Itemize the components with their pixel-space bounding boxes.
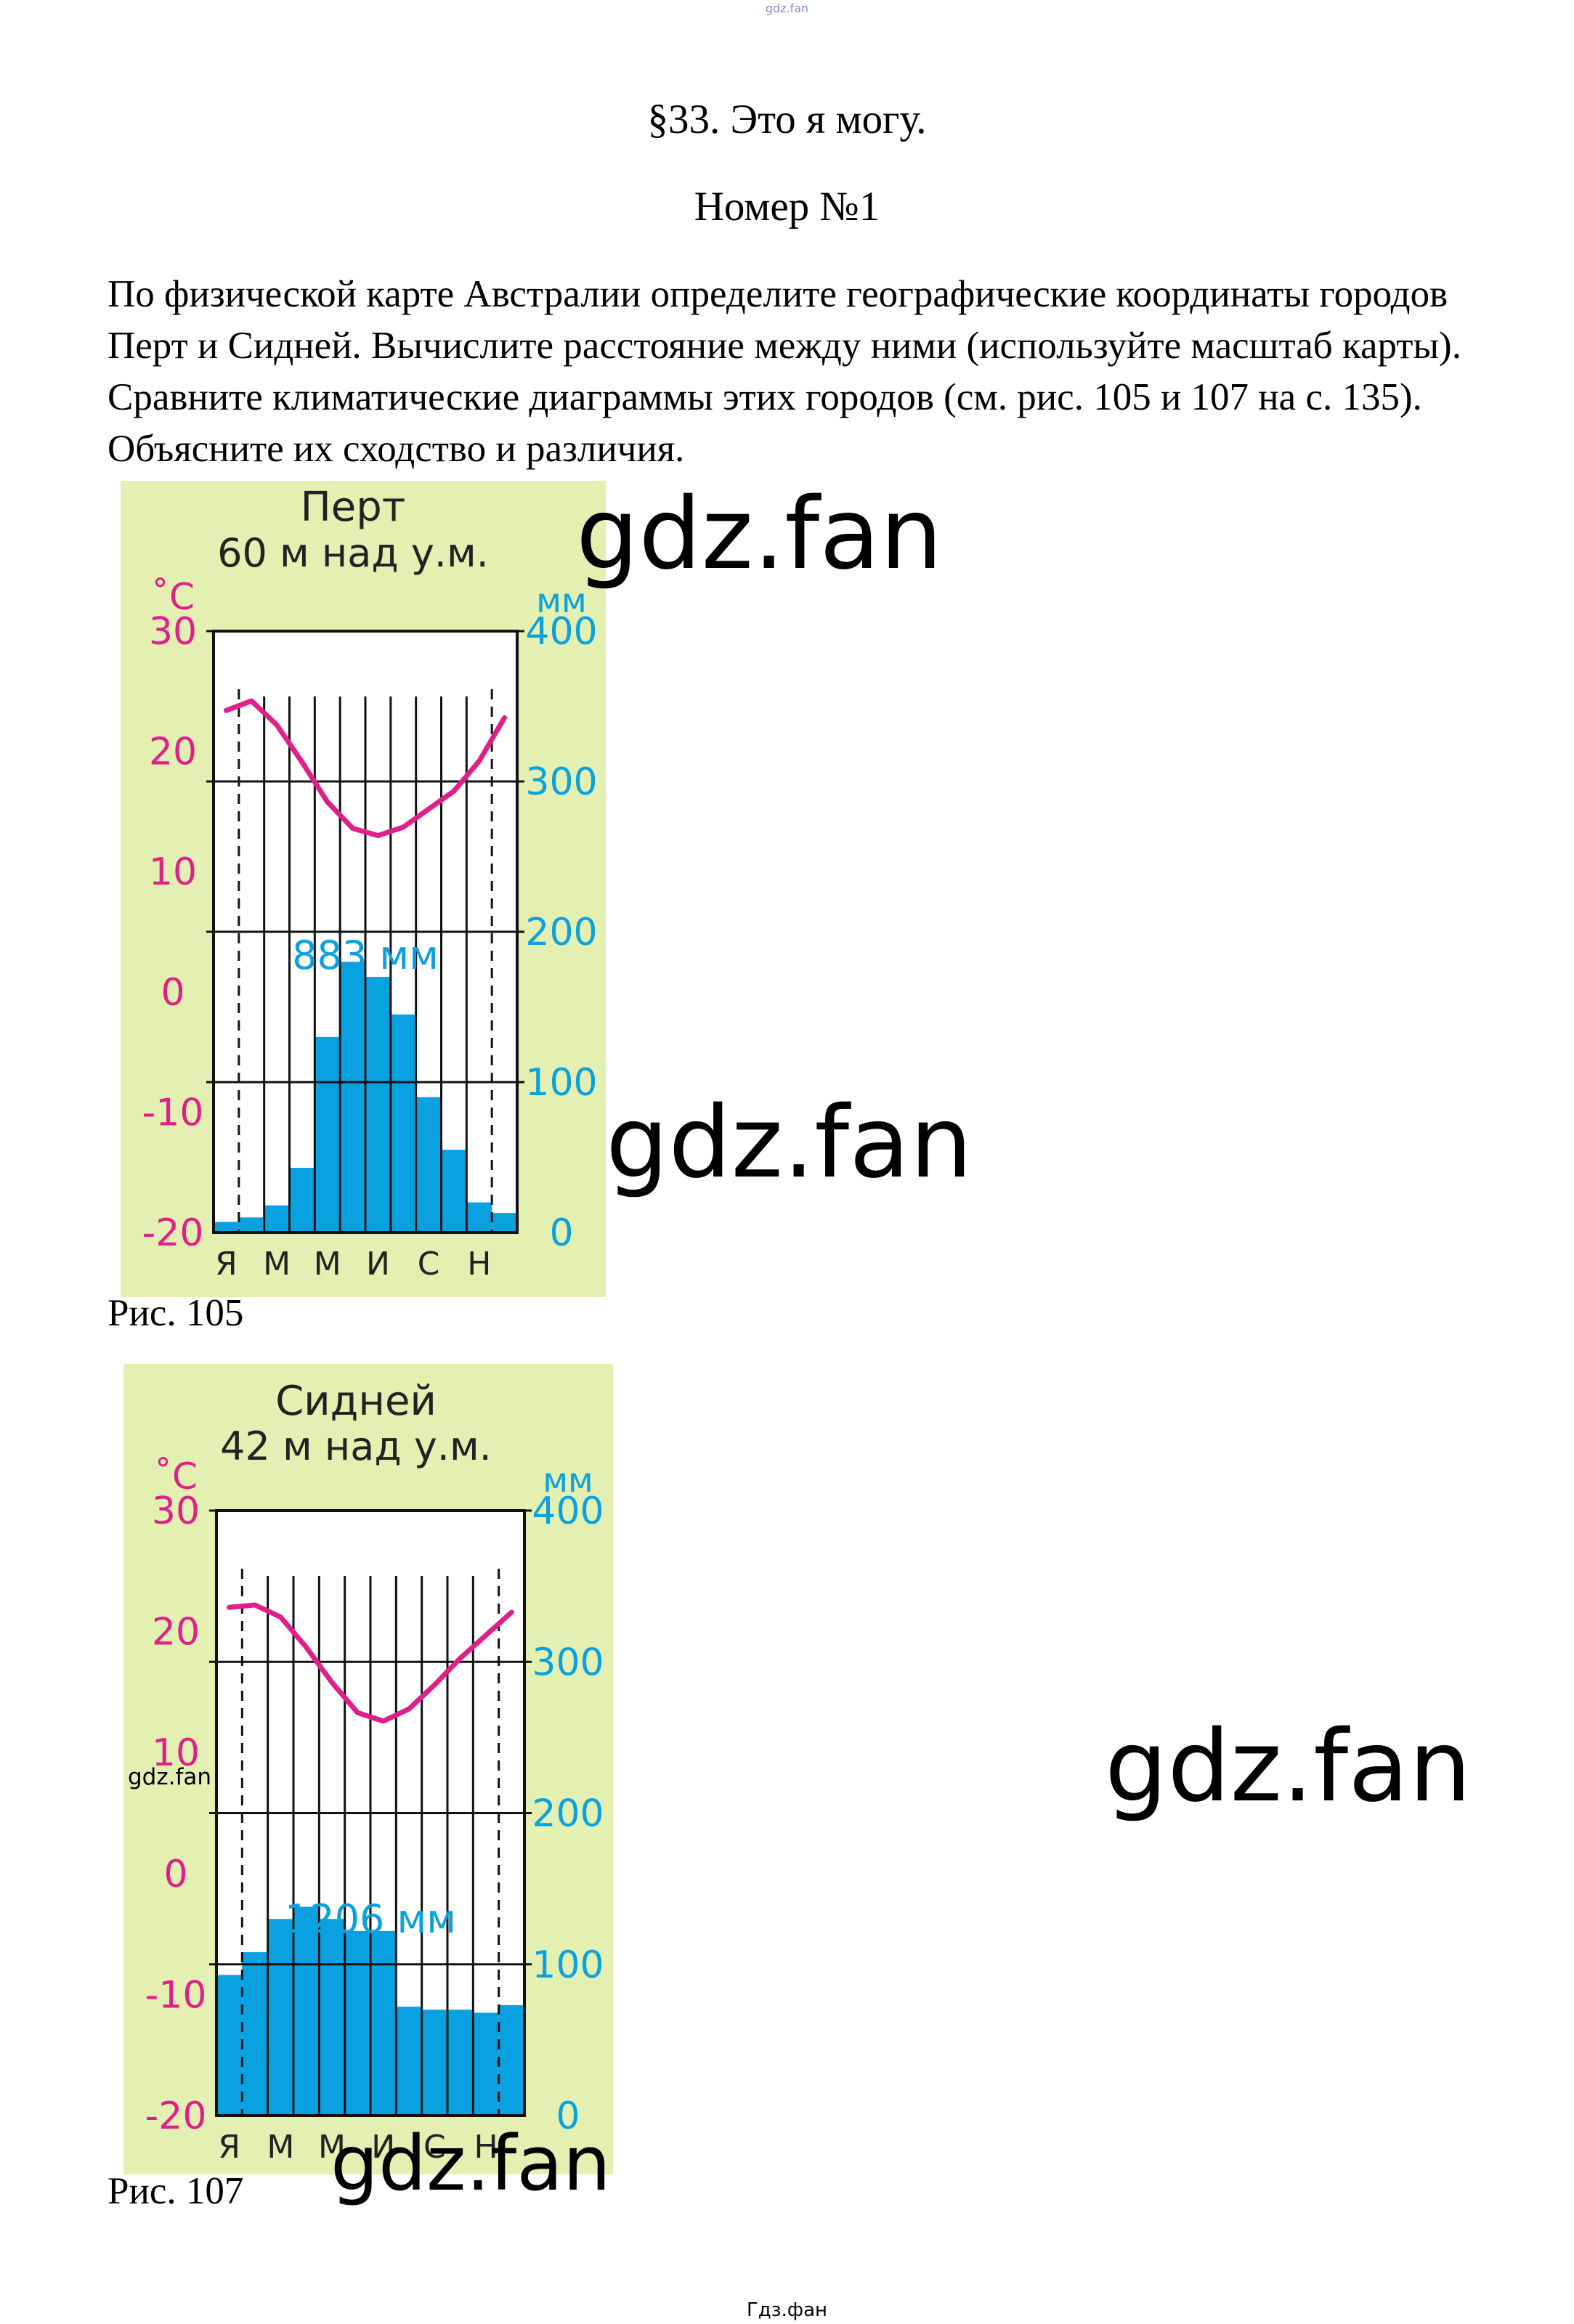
task-text: По физической карте Австралии определите… xyxy=(107,273,1461,470)
precip-tick-label: 200 xyxy=(525,911,597,954)
precip-bar xyxy=(315,1036,341,1232)
precip-bar xyxy=(421,2010,447,2116)
precip-bar xyxy=(264,1205,290,1232)
temp-tick-label: -10 xyxy=(145,1973,207,2017)
task-number: Номер №1 xyxy=(694,184,880,229)
watermark: gdz.fan xyxy=(576,477,943,592)
plot-frame xyxy=(212,630,519,1234)
temperature-line xyxy=(223,698,508,839)
precip-tick-label: 100 xyxy=(532,1943,604,1987)
top-watermark: gdz.fan xyxy=(765,1,809,15)
figure-caption-105: Рис. 105 xyxy=(107,1292,244,1334)
watermark: gdz.fan xyxy=(330,2119,611,2208)
precip-tick-label: 0 xyxy=(549,1211,573,1255)
climate-chart-sydney: Сидней 42 м над у.м. 1206 мм ˚C 30 20 10 0 -10 -2… xyxy=(123,1364,613,2174)
temp-tick-label: 0 xyxy=(163,1853,187,1896)
precip-bar xyxy=(492,1213,517,1232)
precip-bar xyxy=(415,1097,442,1232)
temp-tick-label: 30 xyxy=(149,610,197,654)
precip-tick-label: 400 xyxy=(532,1490,604,1533)
month-label: М xyxy=(318,2129,346,2166)
precip-tick-label: 400 xyxy=(525,610,597,654)
temperature-line xyxy=(227,1602,514,1724)
temp-tick-label: -10 xyxy=(142,1091,204,1134)
precip-bar xyxy=(267,1919,293,2116)
temp-tick-label: 30 xyxy=(152,1490,200,1533)
month-label: И xyxy=(366,1246,390,1283)
precip-axis-unit: мм xyxy=(543,1460,593,1500)
precip-bar xyxy=(319,1919,345,2116)
precip-total-label: 1206 мм xyxy=(285,1896,456,1942)
figure-caption-107: Рис. 107 xyxy=(107,2170,244,2212)
temp-tick-label: 20 xyxy=(149,731,197,774)
precip-bar xyxy=(289,1167,315,1232)
precip-bar xyxy=(238,1217,264,1232)
precip-bar xyxy=(340,962,365,1232)
chart-subtitle: 60 м над у.м. xyxy=(217,530,489,576)
month-label: С xyxy=(418,1246,440,1283)
month-label: Н xyxy=(467,1246,491,1283)
precip-tick-label: 0 xyxy=(556,2095,580,2138)
bottom-watermark: Гдз.фан xyxy=(746,2299,828,2321)
chart-title: Сидней xyxy=(275,1378,437,1425)
watermark: gdz.fan xyxy=(1105,1710,1472,1824)
precip-bar xyxy=(473,2012,499,2116)
precip-bar xyxy=(216,1975,243,2116)
precip-bar xyxy=(441,1150,467,1232)
precip-bar xyxy=(447,2010,474,2116)
month-label: Я xyxy=(215,1246,238,1283)
month-label: С xyxy=(423,2129,446,2166)
precip-axis-unit: мм xyxy=(536,581,586,620)
watermark-small: gdz.fan xyxy=(128,1764,212,1790)
temp-tick-label: 10 xyxy=(152,1731,200,1775)
precip-bar xyxy=(466,1202,492,1232)
month-label: Н xyxy=(474,2129,498,2166)
plot-frame xyxy=(215,1509,526,2117)
precip-bar xyxy=(365,977,391,1232)
month-label: М xyxy=(314,1246,341,1283)
chart-title: Перт xyxy=(301,484,406,531)
temp-axis-unit: ˚C xyxy=(151,576,195,618)
precip-bar xyxy=(390,1014,416,1232)
precip-tick-label: 300 xyxy=(525,760,597,804)
temp-tick-label: 0 xyxy=(161,971,184,1015)
precip-bar xyxy=(396,2007,422,2116)
climate-chart-perth: Перт 60 м над у.м. 883 мм ˚C 30 20 10 0 -10 -20 мм… xyxy=(121,481,606,1297)
temp-tick-label: -20 xyxy=(145,2095,207,2138)
temp-axis-unit: ˚C xyxy=(154,1455,198,1498)
precip-total-label: 883 мм xyxy=(292,933,439,978)
month-label: Я xyxy=(218,2129,240,2166)
watermark: gdz.fan xyxy=(606,1086,973,1200)
precip-bar xyxy=(498,2004,524,2116)
precip-tick-label: 200 xyxy=(532,1792,604,1836)
precip-tick-label: 300 xyxy=(532,1641,604,1684)
temp-tick-label: 10 xyxy=(149,850,197,894)
precip-bar xyxy=(370,1930,397,2116)
month-label: И xyxy=(371,2129,395,2166)
month-label: М xyxy=(267,2129,294,2166)
temp-tick-label: -20 xyxy=(142,1211,204,1255)
precip-bar xyxy=(344,1930,370,2116)
precip-bar xyxy=(242,1952,268,2116)
section-title: §33. Это я могу. xyxy=(647,97,927,142)
precip-tick-label: 100 xyxy=(525,1061,597,1105)
precip-bar xyxy=(214,1222,239,1232)
month-label: М xyxy=(263,1246,291,1283)
precip-bar xyxy=(293,1906,320,2116)
chart-subtitle: 42 м над у.м. xyxy=(220,1423,492,1469)
temp-tick-label: 20 xyxy=(152,1611,200,1654)
